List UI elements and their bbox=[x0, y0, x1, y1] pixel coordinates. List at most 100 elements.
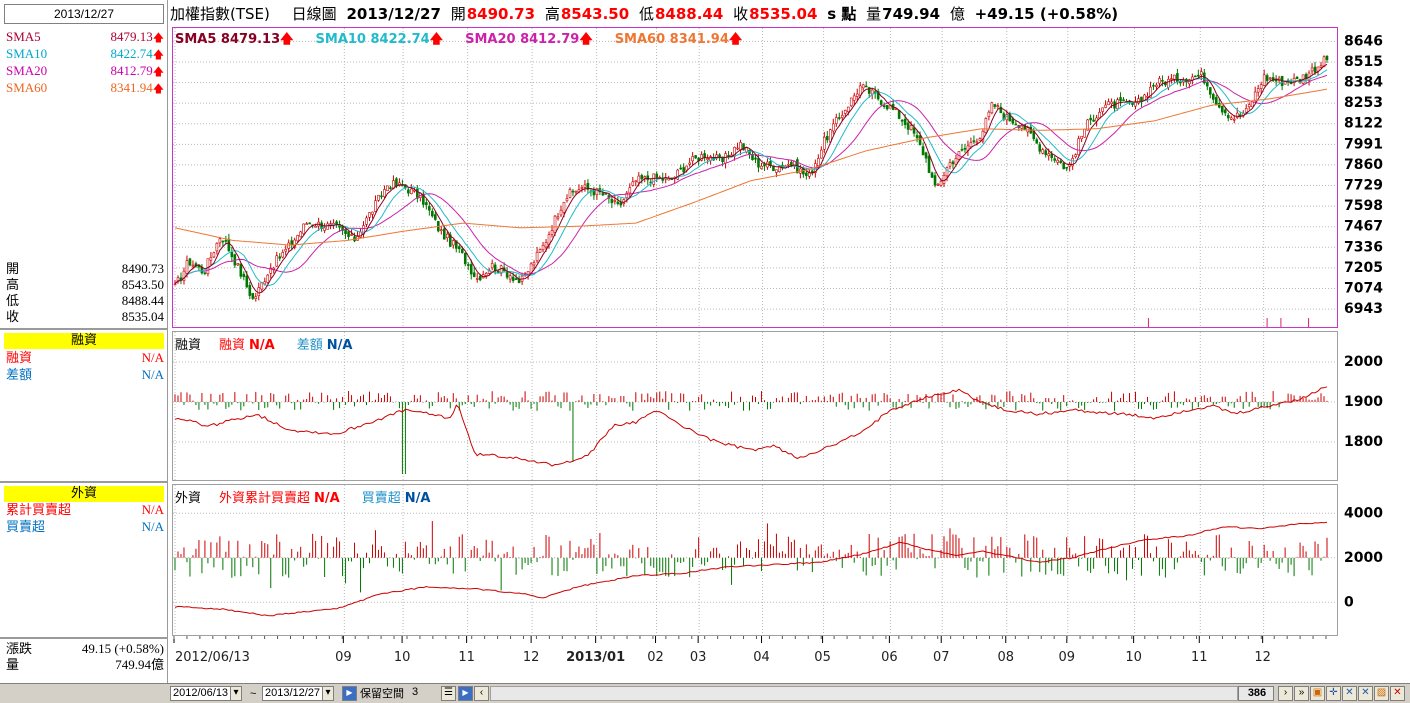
up-arrow-icon: 🡅 bbox=[152, 66, 164, 78]
candle-body bbox=[610, 198, 614, 204]
zoom-icon[interactable]: ☰ bbox=[441, 686, 456, 701]
candle-body bbox=[466, 264, 470, 266]
candle-body bbox=[1137, 98, 1140, 104]
candle-body bbox=[927, 155, 931, 173]
candle-body bbox=[1206, 82, 1209, 87]
y-tick-label: 7729 bbox=[1344, 178, 1383, 194]
candle-body bbox=[1179, 81, 1182, 84]
title-high: 8543.50 bbox=[560, 5, 630, 23]
candle-body bbox=[757, 158, 760, 168]
candle-body bbox=[975, 141, 979, 144]
sma20-line bbox=[174, 74, 1328, 285]
candle-body bbox=[1310, 67, 1314, 72]
candle-body bbox=[828, 129, 832, 143]
apply-icon[interactable]: ▶ bbox=[458, 686, 473, 701]
price-legend-item: SMA5 8479.13🡅 bbox=[175, 32, 294, 47]
candle-body bbox=[1059, 160, 1062, 163]
candle-body bbox=[718, 154, 721, 158]
candle-body bbox=[1289, 82, 1293, 85]
candle-body bbox=[1149, 86, 1152, 98]
candle-body bbox=[990, 102, 994, 114]
candle-body bbox=[1035, 139, 1039, 144]
x-tick-label: 09 bbox=[1059, 650, 1076, 665]
candle-body bbox=[586, 183, 590, 190]
candle-body bbox=[915, 135, 919, 139]
candle-body bbox=[230, 251, 234, 258]
candle-body bbox=[356, 235, 359, 241]
candle-body bbox=[987, 111, 991, 117]
start-date-input[interactable]: 2012/06/13 bbox=[170, 686, 242, 701]
candle-body bbox=[326, 223, 329, 230]
candle-body bbox=[1262, 74, 1266, 86]
candle-body bbox=[1107, 101, 1110, 106]
candle-body bbox=[1226, 115, 1230, 119]
low-label: 低 bbox=[638, 5, 654, 23]
y-tick-label: 1900 bbox=[1344, 394, 1383, 410]
step-right-icon[interactable]: » bbox=[1294, 686, 1309, 701]
candle-body bbox=[846, 106, 850, 113]
scroll-left-icon[interactable]: ‹ bbox=[474, 686, 489, 701]
candle-body bbox=[239, 263, 243, 277]
candle-body bbox=[341, 226, 344, 231]
divider bbox=[0, 481, 168, 483]
x-tick-label: 06 bbox=[881, 650, 898, 665]
candle-body bbox=[861, 84, 865, 89]
chevron-down-icon[interactable]: ▾ bbox=[322, 686, 334, 701]
scrollbar-track[interactable] bbox=[490, 686, 1238, 701]
candle-body bbox=[553, 215, 557, 233]
candle-body bbox=[188, 258, 192, 266]
bottom-toolbar: 2012/06/13 ▾ ~ 2013/12/27 ▾ ▶ 保留空間 3 ☰ ▶… bbox=[0, 683, 1410, 703]
candle-body bbox=[245, 275, 249, 288]
candle-body bbox=[849, 97, 853, 107]
candle-body bbox=[999, 106, 1003, 114]
candle-body bbox=[616, 201, 620, 204]
candle-body bbox=[1122, 99, 1125, 102]
candle-body bbox=[562, 201, 566, 213]
scroll-right-icon[interactable]: › bbox=[1278, 686, 1293, 701]
margin-chart bbox=[173, 332, 1337, 480]
candle-body bbox=[1062, 162, 1065, 170]
chevron-down-icon[interactable]: ▾ bbox=[230, 686, 242, 701]
zoom-out-icon[interactable]: ✕ bbox=[1342, 686, 1357, 701]
title-close: 8535.04 bbox=[749, 5, 818, 23]
close-icon[interactable]: ✕ bbox=[1390, 686, 1405, 701]
x-tick-label: 12 bbox=[523, 650, 540, 665]
current-date: 2013/12/27 bbox=[4, 4, 164, 24]
candle-body bbox=[1217, 102, 1221, 108]
price-legend-item: SMA60 8341.94🡅 bbox=[614, 32, 743, 47]
candle-body bbox=[377, 194, 380, 201]
candle-body bbox=[1047, 153, 1051, 156]
candle-body bbox=[565, 198, 569, 202]
candle-body bbox=[1110, 101, 1113, 105]
candle-body bbox=[434, 214, 437, 220]
candle-body bbox=[218, 238, 222, 244]
candle-body bbox=[386, 185, 389, 191]
title-low: 8488.44 bbox=[654, 5, 724, 23]
calendar-icon[interactable]: ▣ bbox=[1310, 686, 1325, 701]
chart-icon[interactable]: ▨ bbox=[1374, 686, 1389, 701]
candle-body bbox=[278, 256, 282, 259]
candle-body bbox=[655, 173, 659, 178]
y-tick-label: 8253 bbox=[1344, 95, 1383, 111]
go-icon[interactable]: ▶ bbox=[342, 686, 357, 701]
open-label: 開 bbox=[450, 5, 466, 23]
candle-body bbox=[969, 142, 973, 148]
sma-row: SMA60 8341.94🡅 bbox=[6, 80, 164, 95]
sma10-line bbox=[174, 69, 1328, 287]
candle-body bbox=[451, 240, 455, 246]
x-axis: 2012/06/13 09 10 11 12 2013/01 02 03 04 05 06 07 08 0… bbox=[173, 636, 1327, 665]
cursor-icon[interactable]: ✛ bbox=[1326, 686, 1341, 701]
foreign-legend-title: 外資 bbox=[175, 491, 202, 506]
reserve-input[interactable]: 3 bbox=[412, 686, 419, 698]
margin-legend-title: 融資 bbox=[175, 338, 202, 353]
zoom-in-icon[interactable]: ✕ bbox=[1358, 686, 1373, 701]
divider bbox=[0, 637, 168, 639]
up-arrow-icon: 🡅 bbox=[429, 32, 444, 47]
candle-body bbox=[410, 188, 413, 194]
candle-body bbox=[1104, 104, 1107, 108]
candle-body bbox=[646, 175, 650, 181]
candle-body bbox=[209, 256, 213, 261]
candle-body bbox=[559, 209, 563, 216]
candle-body bbox=[212, 252, 216, 258]
period-label: 日線圖 bbox=[291, 5, 337, 23]
